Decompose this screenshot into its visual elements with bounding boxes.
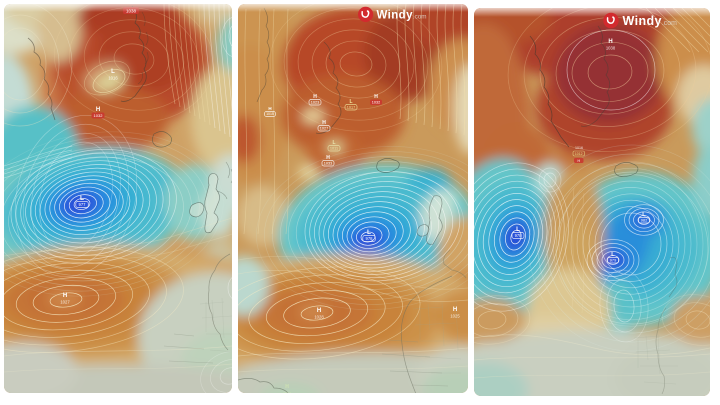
svg-text:1028: 1028 [314,314,324,319]
svg-text:L: L [367,229,371,236]
svg-text:H: H [285,384,289,390]
svg-text:H: H [313,94,317,100]
svg-text:1027: 1027 [320,126,328,130]
svg-text:L: L [332,140,335,146]
svg-text:L: L [349,99,352,105]
svg-text:1014: 1014 [283,391,291,393]
svg-text:H: H [322,120,326,126]
svg-text:1027: 1027 [60,299,70,304]
svg-text:H: H [268,106,271,111]
svg-text:1033: 1033 [324,161,332,165]
svg-text:H: H [374,94,378,100]
svg-text:1017: 1017 [347,105,355,109]
svg-text:L: L [111,69,115,75]
svg-text:978: 978 [366,236,374,241]
svg-text:H: H [317,308,321,314]
svg-text:1038: 1038 [606,45,616,50]
svg-text:H: H [326,155,330,161]
svg-text:978: 978 [515,233,523,238]
svg-text:1012: 1012 [575,152,583,156]
svg-text:L: L [642,212,646,218]
svg-text:982: 982 [641,217,648,222]
svg-text:1016: 1016 [108,75,118,80]
svg-text:977: 977 [79,202,87,207]
svg-text:H: H [577,159,580,163]
svg-text:H: H [96,107,100,113]
svg-text:1023: 1023 [311,100,319,104]
svg-text:1025: 1025 [450,313,460,318]
svg-text:1016: 1016 [575,146,583,150]
svg-text:H: H [63,293,67,299]
svg-text:H: H [453,307,457,313]
svg-text:1015: 1015 [266,112,274,116]
svg-text:L: L [611,252,615,258]
svg-text:L: L [516,226,520,233]
svg-text:1011: 1011 [330,146,338,150]
svg-text:H: H [608,39,612,45]
svg-text:L: L [80,195,84,202]
svg-text:1032: 1032 [94,113,104,118]
svg-text:1032: 1032 [372,100,380,104]
svg-text:979: 979 [610,257,617,262]
